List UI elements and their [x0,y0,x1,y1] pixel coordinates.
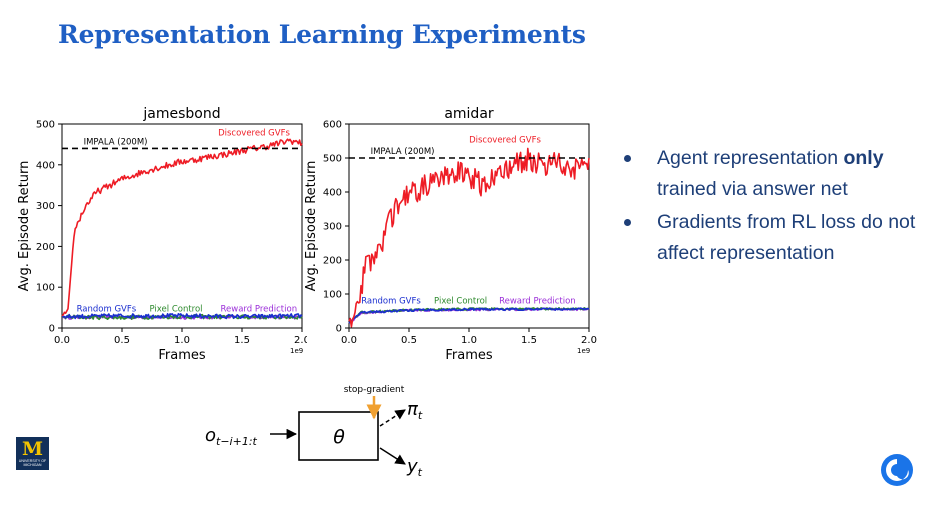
bullet-item-representation: Agent representation only trained via an… [620,143,920,205]
deepmind-logo-icon [881,454,913,486]
series-label: Pixel Control [149,305,202,315]
architecture-diagram: ot−i+1:t θ stop-gradient πt yt [205,385,423,479]
series-line-discovered-gvfs [61,138,303,317]
stop-gradient-label: stop-gradient [344,385,405,395]
answer-arrow [379,447,406,465]
theta-label: θ [333,426,345,448]
y-axis-label: Avg. Episode Return [304,161,319,292]
x-tick-label: 2.0 [581,335,597,346]
x-tick-label: 0.0 [341,335,357,346]
chart-title: amidar [444,106,494,122]
slide-title: Representation Learning Experiments [58,20,586,49]
x-tick-label: 1.0 [461,335,477,346]
y-tick-label: 300 [36,201,55,212]
y-tick-label: 100 [36,283,55,294]
bullet-dot-icon [624,219,631,226]
series-line-random-gvfs [348,307,590,324]
x-tick-label: 1.5 [521,335,537,346]
chart-title: jamesbond [142,106,220,122]
x-tick-label: 0.5 [114,335,130,346]
series-line-random-gvfs [62,313,303,320]
amidar-chart: amidar 0 100 200 300 400 500 600 0.0 0.5 1.0 1.5 2.0… [304,106,597,362]
x-axis-label: Frames [445,348,493,362]
policy-arrow [379,409,406,427]
x-tick-label: 1.5 [234,335,250,346]
reference-line-label: IMPALA (200M) [84,137,148,147]
y-tick-label: 400 [323,188,342,199]
y-axis-label: Avg. Episode Return [17,161,32,292]
x-tick-label: 1.0 [174,335,190,346]
series-label: Random GVFs [77,305,137,315]
y-tick-label: 0 [336,324,342,335]
umich-text: UNIVERSITY OF MICHIGAN [18,459,47,467]
y-tick-label: 400 [36,160,55,171]
jamesbond-chart: jamesbond 0 100 200 300 400 500 0.0 0.5 1.0 1.5 2.0… [17,106,307,362]
series-label: Discovered GVFs [218,128,290,138]
bullet-text: trained via answer net [657,178,848,200]
y-tick-label: 300 [323,222,342,233]
series-label: Reward Prediction [499,297,576,307]
y-tick-label: 600 [323,120,342,131]
input-label: ot−i+1:t [205,425,258,448]
university-logo: M UNIVERSITY OF MICHIGAN [16,437,49,470]
y-tick-label: 200 [323,256,342,267]
bullet-emphasis: only [843,147,884,169]
umich-letter: M [21,438,44,460]
x-tick-label: 0.0 [54,335,70,346]
x-exponent-label: 1e9 [577,347,590,355]
x-tick-label: 2.0 [294,335,307,346]
series-label: Discovered GVFs [469,136,541,146]
y-tick-label: 100 [323,290,342,301]
x-exponent-label: 1e9 [290,347,303,355]
series-label: Pixel Control [434,297,487,307]
bullet-item-gradients: Gradients from RL loss do not affect rep… [620,207,920,269]
reference-line-label: IMPALA (200M) [371,147,435,157]
series-label: Reward Prediction [221,305,298,315]
bullet-dot-icon [624,155,631,162]
bullet-list: Agent representation only trained via an… [620,143,920,271]
y-tick-label: 0 [49,324,55,335]
y-tick-label: 500 [36,120,55,131]
network-box [298,411,379,461]
series-label: Random GVFs [361,297,421,307]
policy-label: πt [407,399,423,422]
x-axis-label: Frames [158,348,206,362]
x-tick-label: 0.5 [401,335,417,346]
bullet-text: Gradients from RL loss do not affect rep… [657,211,916,264]
y-tick-label: 200 [36,242,55,253]
answer-label: yt [406,456,423,479]
y-tick-label: 500 [323,154,342,165]
bullet-text: Agent representation [657,147,844,169]
plot-frame [61,123,303,329]
